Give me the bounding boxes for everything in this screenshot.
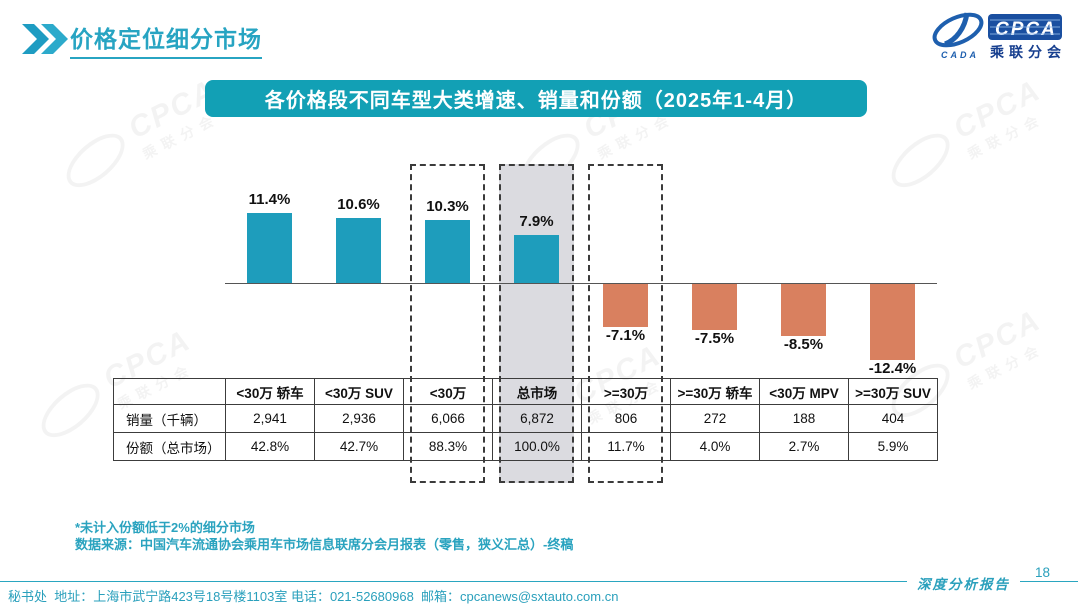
table-cell: 6,066	[403, 404, 493, 433]
report-type-label: 深度分析报告	[907, 573, 1020, 593]
bar-value-label: 7.9%	[519, 212, 554, 230]
table-column-header: >=30万 轿车	[670, 378, 760, 405]
table-cell: 88.3%	[403, 432, 493, 461]
table-wrap: <30万 轿车 <30万 SUV <30万 总市场 >=30万 >=30万 轿车 <30万 …	[113, 378, 938, 461]
logo-cada-text: CADA	[941, 50, 979, 60]
table-cell: 404	[848, 404, 938, 433]
table-column-header: >=30万 SUV	[848, 378, 938, 405]
table-cell: 4.0%	[670, 432, 760, 461]
growth-bar	[247, 213, 292, 283]
chart-zero-axis	[225, 283, 937, 284]
growth-bar	[514, 234, 559, 283]
logo-subtitle-text: 乘联分会	[989, 44, 1064, 60]
table-cell: 188	[759, 404, 849, 433]
growth-bar	[425, 220, 470, 283]
table-column-header: <30万 轿车	[225, 378, 315, 405]
footnote-source: 数据来源：中国汽车流通协会乘用车市场信息联席分会月报表（零售，狭义汇总）-终稿	[75, 537, 574, 552]
cpca-logo: CADA CPCA 乘联分会	[930, 8, 1064, 67]
cpca-ellipse-icon	[32, 373, 109, 447]
footnote-exclusion: *未计入份额低于2%的细分市场	[75, 520, 255, 535]
page-number: 18	[1034, 565, 1050, 580]
table-row: 份额（总市场） 42.8% 42.7% 88.3% 100.0% 11.7% 4.0% 2.7…	[113, 432, 938, 461]
data-table: <30万 轿车 <30万 SUV <30万 总市场 >=30万 >=30万 轿车 <30万 …	[113, 378, 938, 461]
page-title: 价格定位细分市场	[70, 20, 262, 59]
growth-bar	[603, 284, 648, 328]
logo-cpca-text: CPCA	[995, 19, 1057, 40]
footer-contact: 秘书处 地址：上海市武宁路423号18号楼1103室 电话：021-526809…	[8, 589, 619, 604]
footer-divider-line	[0, 581, 1078, 582]
table-cell: 5.9%	[848, 432, 938, 461]
growth-bar	[781, 284, 826, 336]
bar-value-label: 10.3%	[426, 198, 469, 216]
growth-bar	[870, 284, 915, 360]
footnotes: *未计入份额低于2%的细分市场 数据来源：中国汽车流通协会乘用车市场信息联席分会…	[75, 519, 573, 553]
table-cell: 42.7%	[314, 432, 404, 461]
table-cell: 806	[581, 404, 671, 433]
chart-table-block: 11.4% 10.6% 10.3% 7.9% -7.1% -7.5% -8.5% -12.4%…	[113, 160, 938, 487]
table-cell: 11.7%	[581, 432, 671, 461]
highlight-dashed-box	[588, 164, 663, 483]
table-cell: 100.0%	[492, 432, 582, 461]
highlight-dashed-box	[410, 164, 485, 483]
highlight-dashed-box	[499, 164, 574, 483]
chart-zone: 11.4% 10.6% 10.3% 7.9% -7.1% -7.5% -8.5% -12.4%	[113, 160, 937, 378]
bar-value-label: -12.4%	[868, 359, 917, 377]
table-row: 销量（千辆） 2,941 2,936 6,066 6,872 806 272 188 404	[113, 404, 938, 433]
bar-value-label: -8.5%	[783, 335, 824, 353]
table-row-label: 销量（千辆）	[113, 404, 226, 433]
chart-title-banner: 各价格段不同车型大类增速、销量和份额（2025年1-4月）	[205, 80, 867, 117]
table-column-header: <30万 MPV	[759, 378, 849, 405]
table-corner-cell	[113, 378, 226, 405]
table-cell: 42.8%	[225, 432, 315, 461]
table-cell: 272	[670, 404, 760, 433]
table-cell: 2,941	[225, 404, 315, 433]
table-column-header: 总市场	[492, 378, 582, 405]
bar-value-label: -7.1%	[605, 327, 646, 345]
growth-bar	[692, 284, 737, 330]
table-cell: 2.7%	[759, 432, 849, 461]
bar-value-label: -7.5%	[694, 329, 735, 347]
table-column-header: <30万 SUV	[314, 378, 404, 405]
growth-bar	[336, 218, 381, 283]
table-column-header: <30万	[403, 378, 493, 405]
table-row-label: 份额（总市场）	[113, 432, 226, 461]
bar-value-label: 10.6%	[337, 196, 380, 214]
bar-value-label: 11.4%	[248, 191, 291, 209]
double-chevron-icon	[22, 24, 68, 59]
table-cell: 2,936	[314, 404, 404, 433]
